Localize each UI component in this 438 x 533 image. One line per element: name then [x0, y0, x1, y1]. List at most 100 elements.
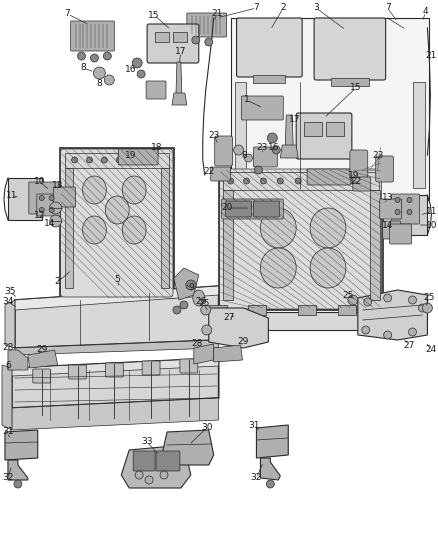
Ellipse shape — [160, 471, 168, 479]
Ellipse shape — [193, 290, 205, 306]
Text: 17: 17 — [175, 47, 187, 56]
Text: 25: 25 — [198, 300, 209, 309]
Polygon shape — [176, 62, 182, 95]
Ellipse shape — [91, 54, 99, 62]
Text: 7: 7 — [385, 4, 391, 12]
Bar — [331, 78, 369, 86]
FancyBboxPatch shape — [254, 201, 279, 217]
Bar — [209, 305, 226, 315]
Polygon shape — [280, 145, 298, 158]
Text: 7: 7 — [65, 10, 71, 19]
Bar — [298, 305, 316, 315]
Ellipse shape — [313, 178, 319, 184]
Bar — [65, 153, 169, 168]
Text: 32: 32 — [2, 473, 14, 482]
Ellipse shape — [233, 145, 244, 155]
FancyBboxPatch shape — [106, 363, 123, 377]
Polygon shape — [8, 350, 28, 370]
FancyBboxPatch shape — [60, 149, 173, 297]
Bar — [223, 172, 379, 190]
Ellipse shape — [362, 326, 370, 334]
Polygon shape — [256, 425, 288, 458]
Ellipse shape — [384, 294, 392, 302]
Ellipse shape — [244, 154, 252, 162]
Text: 19: 19 — [125, 150, 137, 159]
Polygon shape — [12, 358, 219, 408]
Polygon shape — [2, 365, 12, 430]
Text: 21: 21 — [426, 51, 437, 60]
FancyBboxPatch shape — [390, 224, 411, 244]
Bar — [370, 190, 380, 300]
FancyBboxPatch shape — [307, 169, 351, 185]
Ellipse shape — [261, 248, 296, 288]
Text: 11: 11 — [426, 207, 437, 216]
FancyBboxPatch shape — [220, 169, 381, 309]
Text: 21: 21 — [211, 10, 223, 19]
Ellipse shape — [407, 209, 412, 214]
Text: 15: 15 — [148, 11, 160, 20]
Ellipse shape — [348, 295, 358, 305]
FancyBboxPatch shape — [314, 18, 385, 80]
Polygon shape — [172, 93, 187, 105]
Ellipse shape — [267, 133, 277, 143]
Text: 15: 15 — [350, 84, 362, 93]
Bar — [338, 305, 356, 315]
Polygon shape — [15, 286, 219, 348]
Bar — [223, 190, 233, 300]
Ellipse shape — [205, 38, 213, 46]
Polygon shape — [5, 300, 15, 348]
Text: 8: 8 — [242, 150, 247, 159]
Polygon shape — [15, 286, 219, 310]
Ellipse shape — [409, 328, 417, 336]
Text: 8: 8 — [96, 79, 102, 88]
FancyBboxPatch shape — [118, 149, 158, 165]
Ellipse shape — [422, 303, 432, 313]
Text: 23: 23 — [372, 150, 383, 159]
FancyBboxPatch shape — [222, 199, 283, 219]
Ellipse shape — [86, 157, 92, 163]
Polygon shape — [219, 168, 383, 310]
Ellipse shape — [261, 208, 296, 248]
Text: 33: 33 — [141, 438, 153, 447]
Ellipse shape — [93, 67, 106, 79]
Polygon shape — [174, 268, 199, 300]
Ellipse shape — [122, 216, 146, 244]
Ellipse shape — [151, 157, 157, 163]
Text: 24: 24 — [426, 345, 437, 354]
Ellipse shape — [14, 480, 22, 488]
Text: 28: 28 — [191, 340, 202, 349]
Text: 30: 30 — [201, 424, 212, 432]
Text: 17: 17 — [289, 116, 300, 125]
Ellipse shape — [295, 178, 301, 184]
Ellipse shape — [39, 196, 44, 200]
Ellipse shape — [350, 178, 356, 184]
FancyBboxPatch shape — [350, 150, 368, 178]
FancyBboxPatch shape — [133, 451, 155, 471]
Text: 19: 19 — [348, 171, 360, 180]
Polygon shape — [230, 18, 429, 200]
Ellipse shape — [101, 157, 107, 163]
Ellipse shape — [261, 178, 266, 184]
Ellipse shape — [49, 196, 54, 200]
Bar — [161, 168, 169, 288]
Ellipse shape — [180, 301, 188, 309]
FancyBboxPatch shape — [241, 96, 283, 120]
Text: 25: 25 — [424, 294, 435, 303]
FancyBboxPatch shape — [380, 199, 402, 219]
Bar — [388, 305, 406, 315]
Text: 27: 27 — [223, 313, 234, 322]
Ellipse shape — [145, 476, 153, 484]
Ellipse shape — [135, 471, 143, 479]
Text: 1: 1 — [244, 95, 249, 104]
Polygon shape — [5, 430, 38, 460]
Text: 23: 23 — [208, 131, 219, 140]
Text: 7: 7 — [254, 4, 259, 12]
Ellipse shape — [254, 166, 262, 174]
Polygon shape — [15, 340, 219, 355]
Ellipse shape — [137, 70, 145, 78]
Polygon shape — [194, 344, 214, 364]
Polygon shape — [214, 345, 243, 362]
Ellipse shape — [384, 331, 392, 339]
Text: 29: 29 — [238, 337, 249, 346]
FancyBboxPatch shape — [37, 194, 60, 216]
